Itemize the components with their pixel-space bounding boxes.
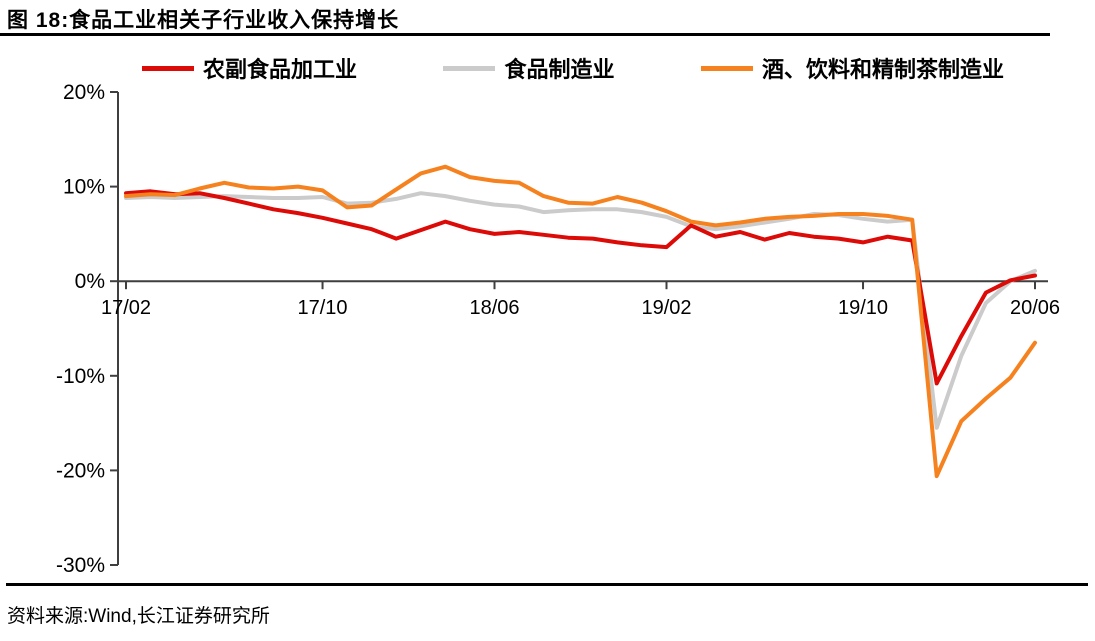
y-axis-label: 20%	[63, 81, 105, 104]
series-line-2	[124, 164, 1037, 479]
legend-label: 酒、饮料和精制茶制造业	[761, 57, 1004, 82]
legend-swatch-icon	[700, 65, 753, 71]
y-axis-label: -20%	[56, 459, 105, 482]
series-line-1	[124, 191, 1037, 430]
y-axis-label: -30%	[56, 554, 105, 577]
legend-item-1: 食品制造业	[443, 52, 615, 84]
y-axis-label: 0%	[75, 270, 105, 293]
figure-bottom-rule	[6, 583, 1088, 586]
x-axis-label: 17/10	[298, 297, 348, 319]
legend-swatch-icon	[142, 65, 194, 71]
figure-title: 图 18:食品工业相关子行业收入保持增长	[7, 9, 400, 32]
x-axis-label: 17/02	[101, 297, 151, 319]
x-axis-label: 18/06	[469, 297, 519, 319]
legend-label: 食品制造业	[504, 57, 615, 82]
legend-swatch-icon	[443, 65, 496, 71]
x-axis-label: 20/06	[1010, 297, 1060, 319]
chart-legend: 农副食品加工业 食品制造业 酒、饮料和精制茶制造业	[142, 52, 1004, 84]
x-axis-label: 19/02	[641, 297, 691, 319]
y-axis-label: 10%	[63, 176, 105, 199]
series-line-0	[124, 189, 1037, 386]
legend-item-2: 酒、饮料和精制茶制造业	[700, 52, 1004, 84]
title-underline	[0, 33, 1050, 36]
source-note: 资料来源:Wind,长江证券研究所	[7, 606, 270, 627]
y-axis-label: -10%	[56, 365, 105, 388]
legend-item-0: 农副食品加工业	[142, 52, 357, 84]
legend-label: 农副食品加工业	[203, 57, 358, 82]
x-axis-label: 19/10	[838, 297, 888, 319]
